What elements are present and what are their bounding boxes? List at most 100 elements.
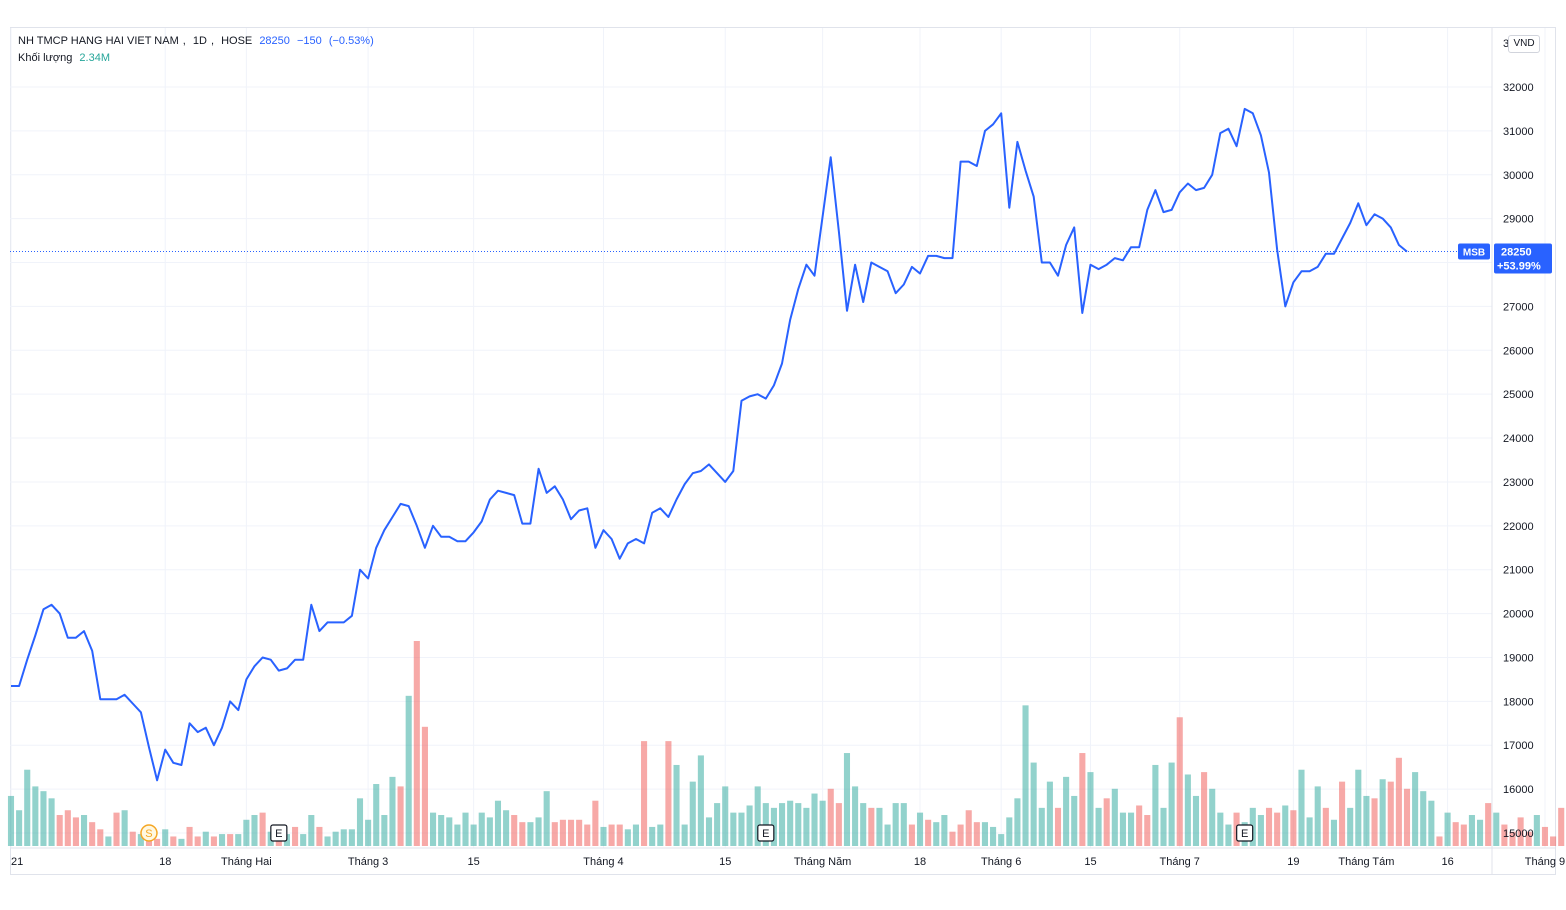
volume-bar xyxy=(1282,805,1289,846)
volume-bar xyxy=(1111,788,1118,846)
volume-bar xyxy=(1144,815,1151,846)
volume-bar xyxy=(1509,831,1516,846)
volume-bar xyxy=(600,826,607,846)
x-tick-label: Tháng Tám xyxy=(1338,856,1394,868)
volume-bar xyxy=(1176,717,1183,846)
volume-bar xyxy=(1379,779,1386,846)
volume-bar xyxy=(89,822,96,846)
volume-bar xyxy=(689,781,696,846)
last-price-tag-price: 28250 xyxy=(1501,247,1532,259)
volume-bar xyxy=(332,831,339,846)
volume-bar xyxy=(665,741,672,846)
volume-bar xyxy=(1274,812,1281,846)
volume-bar xyxy=(438,815,445,846)
volume-bar xyxy=(389,776,396,846)
price-change: −150 xyxy=(296,35,322,47)
volume-bar xyxy=(397,786,404,846)
volume-bar xyxy=(235,834,242,846)
volume-bar xyxy=(779,803,786,846)
volume-bar xyxy=(567,819,575,846)
volume-bar xyxy=(1550,836,1557,846)
x-tick-label: 21 xyxy=(11,856,23,868)
volume-bar xyxy=(24,769,31,846)
volume-bar xyxy=(900,803,907,846)
y-tick-label: 20000 xyxy=(1503,609,1534,621)
volume-bar xyxy=(1314,786,1321,846)
volume-bar xyxy=(421,726,428,846)
earnings-marker xyxy=(1236,824,1254,842)
volume-bar xyxy=(1477,819,1484,846)
volume-bar xyxy=(1160,807,1167,846)
volume-bar xyxy=(916,812,924,846)
symbol-legend[interactable]: NH TMCP HANG HAI VIET NAM, 1D, HOSE 2825… xyxy=(18,35,374,47)
volume-bar xyxy=(1054,807,1062,846)
volume-bar xyxy=(1095,807,1102,846)
volume-bar xyxy=(908,824,915,846)
volume-bar xyxy=(97,829,104,846)
volume-bar xyxy=(998,834,1005,846)
volume-bar xyxy=(1395,757,1402,846)
x-tick-label: 18 xyxy=(914,856,926,868)
interval: 1D xyxy=(192,35,207,47)
exchange: HOSE xyxy=(221,35,253,47)
volume-bar xyxy=(251,815,258,846)
volume-bar xyxy=(795,803,802,846)
x-tick-label: 15 xyxy=(468,856,480,868)
volume-legend[interactable]: Khối lượng 2.34M xyxy=(18,52,114,64)
volume-bar xyxy=(381,815,388,846)
volume-bar xyxy=(551,822,558,846)
x-tick-label: 15 xyxy=(719,856,731,868)
y-tick-label: 3 xyxy=(1503,38,1509,50)
volume-bar xyxy=(608,824,615,846)
x-tick-label: Tháng Hai xyxy=(221,856,272,868)
volume-bar xyxy=(170,836,177,846)
volume-bar xyxy=(1265,807,1273,846)
volume-bar xyxy=(1128,812,1135,846)
volume-bar xyxy=(892,803,899,846)
volume-bar xyxy=(1501,824,1508,846)
x-tick-label: 16 xyxy=(1441,856,1453,868)
x-tick-label: 18 xyxy=(159,856,171,868)
volume-bar xyxy=(827,788,834,846)
volume-bar xyxy=(843,753,851,846)
x-tick-label: Tháng 6 xyxy=(981,856,1021,868)
volume-bar xyxy=(535,817,542,846)
earnings-marker xyxy=(270,824,288,842)
volume-bar xyxy=(876,807,883,846)
volume-bar xyxy=(884,824,891,846)
y-tick-label: 29000 xyxy=(1503,214,1534,226)
x-tick-label: Tháng 3 xyxy=(348,856,388,868)
volume-bar xyxy=(1201,772,1208,846)
volume-label: Khối lượng xyxy=(18,52,73,64)
volume-bar xyxy=(803,807,810,846)
volume-bar xyxy=(933,822,940,846)
volume-bar xyxy=(860,803,867,846)
y-tick-label: 18000 xyxy=(1503,696,1534,708)
volume-bars xyxy=(7,641,1565,846)
volume-bar xyxy=(81,815,88,846)
volume-bar xyxy=(1525,831,1532,846)
currency-button[interactable]: VND xyxy=(1508,35,1540,53)
volume-bar xyxy=(1403,788,1411,846)
volume-bar xyxy=(162,829,169,846)
volume-bar xyxy=(202,831,209,846)
volume-bar xyxy=(973,822,980,846)
volume-bar xyxy=(811,793,818,846)
volume-bar xyxy=(1014,798,1021,846)
symbol-tag xyxy=(1458,243,1490,260)
volume-bar xyxy=(543,791,550,846)
volume-bar xyxy=(714,803,721,846)
volume-bar xyxy=(868,807,875,846)
volume-bar xyxy=(186,826,193,846)
x-tick-label: 19 xyxy=(1287,856,1299,868)
volume-bar xyxy=(1192,795,1200,846)
volume-bar xyxy=(1046,781,1053,846)
y-tick-label: 17000 xyxy=(1503,740,1534,752)
volume-bar xyxy=(1038,807,1045,846)
volume-bar xyxy=(1071,795,1078,846)
volume-bar xyxy=(1452,822,1459,846)
split-marker xyxy=(140,824,158,842)
y-tick-label: 25000 xyxy=(1503,389,1534,401)
